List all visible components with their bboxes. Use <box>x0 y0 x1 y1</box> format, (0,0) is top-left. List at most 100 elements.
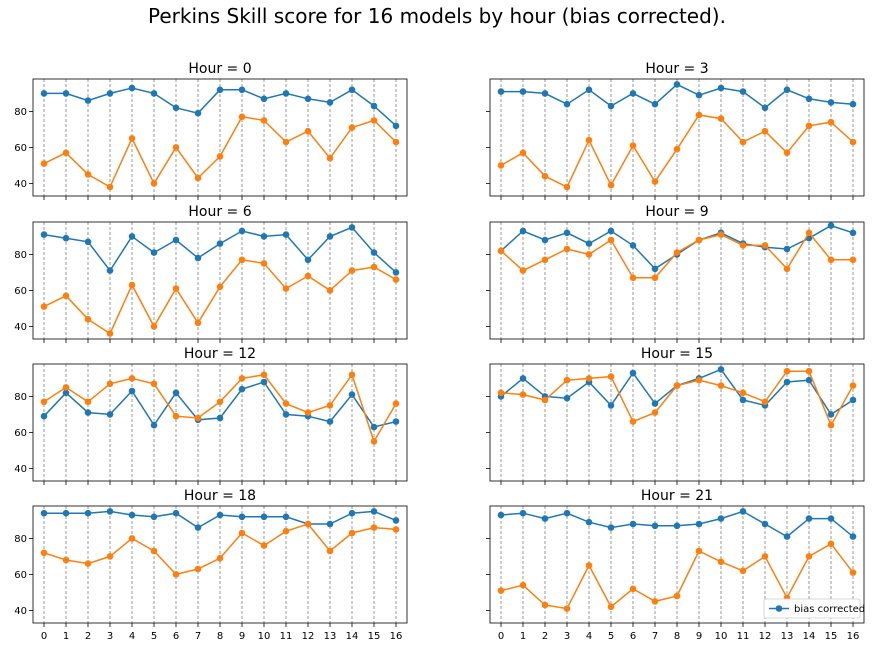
data-point-orange <box>827 421 835 429</box>
data-point-orange <box>304 409 312 416</box>
data-point-blue <box>651 522 659 530</box>
x-tick-label: 15 <box>825 631 838 642</box>
data-point-orange <box>84 315 92 323</box>
y-tick-label: 80 <box>14 250 27 261</box>
x-tick-label: 10 <box>715 631 728 642</box>
x-tick-label: 14 <box>346 631 359 642</box>
data-point-orange <box>260 117 268 124</box>
data-point-blue <box>607 524 615 531</box>
data-point-orange <box>541 172 549 180</box>
x-tick-label: 8 <box>217 631 223 642</box>
data-point-orange <box>497 389 505 397</box>
data-point-orange <box>194 319 202 327</box>
data-point-orange <box>260 260 268 267</box>
data-point-orange <box>260 371 268 379</box>
panel-title: Hour = 3 <box>645 61 708 77</box>
data-point-blue <box>194 254 202 262</box>
data-point-orange <box>84 398 92 406</box>
data-point-orange <box>40 160 48 167</box>
data-point-blue <box>783 86 791 94</box>
data-point-orange <box>849 382 857 389</box>
data-point-blue <box>172 104 180 112</box>
data-point-orange <box>761 127 769 135</box>
data-point-blue <box>629 242 637 249</box>
data-point-blue <box>805 95 813 103</box>
data-point-orange <box>40 303 48 310</box>
data-point-orange <box>519 391 527 398</box>
y-tick-label: 80 <box>14 392 27 403</box>
data-point-blue <box>497 88 505 95</box>
data-point-blue <box>717 84 725 92</box>
x-tick-label: 11 <box>280 631 293 642</box>
data-point-orange <box>62 384 70 391</box>
data-point-orange <box>629 274 637 282</box>
data-point-orange <box>497 247 505 255</box>
data-point-orange <box>62 292 70 300</box>
panel-2: Hour = 6 40 60 80 <box>14 204 408 343</box>
x-tick-label: 13 <box>781 631 794 642</box>
data-point-orange <box>106 183 114 191</box>
data-point-blue <box>326 233 334 240</box>
data-point-orange <box>607 373 615 380</box>
data-point-blue <box>392 418 400 425</box>
data-point-orange <box>827 118 835 126</box>
data-point-blue <box>348 391 356 398</box>
data-point-blue <box>304 256 312 264</box>
figure-title: Perkins Skill score for 16 models by hou… <box>148 4 726 28</box>
data-point-blue <box>651 100 659 108</box>
data-point-orange <box>805 553 813 560</box>
data-point-orange <box>585 562 593 569</box>
data-point-blue <box>739 396 747 404</box>
x-tick-label: 15 <box>368 631 381 642</box>
data-point-orange <box>370 524 378 531</box>
panel-5: Hour = 15 <box>486 346 865 485</box>
data-point-orange <box>827 256 835 264</box>
panel-title: Hour = 0 <box>188 61 251 77</box>
data-point-blue <box>607 227 615 235</box>
data-point-blue <box>717 515 725 522</box>
data-point-orange <box>739 242 747 249</box>
x-tick-label: 9 <box>239 631 245 642</box>
data-point-orange <box>739 567 747 575</box>
data-point-blue <box>216 414 224 422</box>
data-point-blue <box>326 520 334 528</box>
data-point-orange <box>62 149 70 157</box>
y-tick-label: 60 <box>14 570 27 581</box>
data-point-orange <box>805 122 813 130</box>
data-point-orange <box>326 547 334 555</box>
data-point-blue <box>783 245 791 253</box>
data-point-blue <box>326 99 334 106</box>
data-point-blue <box>128 511 136 519</box>
data-point-blue <box>150 421 158 429</box>
data-point-orange <box>607 603 615 611</box>
data-point-orange <box>761 398 769 406</box>
data-point-blue <box>805 515 813 522</box>
x-tick-label: 12 <box>302 631 315 642</box>
data-point-orange <box>128 375 136 382</box>
data-point-orange <box>282 527 290 535</box>
data-point-orange <box>172 412 180 420</box>
data-point-blue <box>62 90 70 97</box>
data-point-blue <box>216 240 224 247</box>
panel-3: Hour = 9 <box>486 204 865 343</box>
data-point-orange <box>304 520 312 528</box>
data-point-orange <box>497 162 505 169</box>
x-tick-label: 11 <box>737 631 750 642</box>
data-point-orange <box>761 553 769 560</box>
data-point-blue <box>62 509 70 517</box>
data-point-orange <box>629 418 637 425</box>
data-point-blue <box>282 513 290 521</box>
data-point-blue <box>106 90 114 97</box>
data-point-blue <box>827 515 835 522</box>
panel-1: Hour = 3 <box>486 61 865 200</box>
data-point-orange <box>607 181 615 189</box>
x-tick-label: 0 <box>498 631 504 642</box>
data-point-blue <box>370 508 378 515</box>
data-point-orange <box>392 526 400 533</box>
data-point-blue <box>849 533 857 540</box>
data-point-orange <box>326 154 334 162</box>
data-point-orange <box>326 402 334 409</box>
y-tick-label: 40 <box>14 179 27 190</box>
data-point-blue <box>827 99 835 106</box>
data-point-orange <box>84 560 92 567</box>
